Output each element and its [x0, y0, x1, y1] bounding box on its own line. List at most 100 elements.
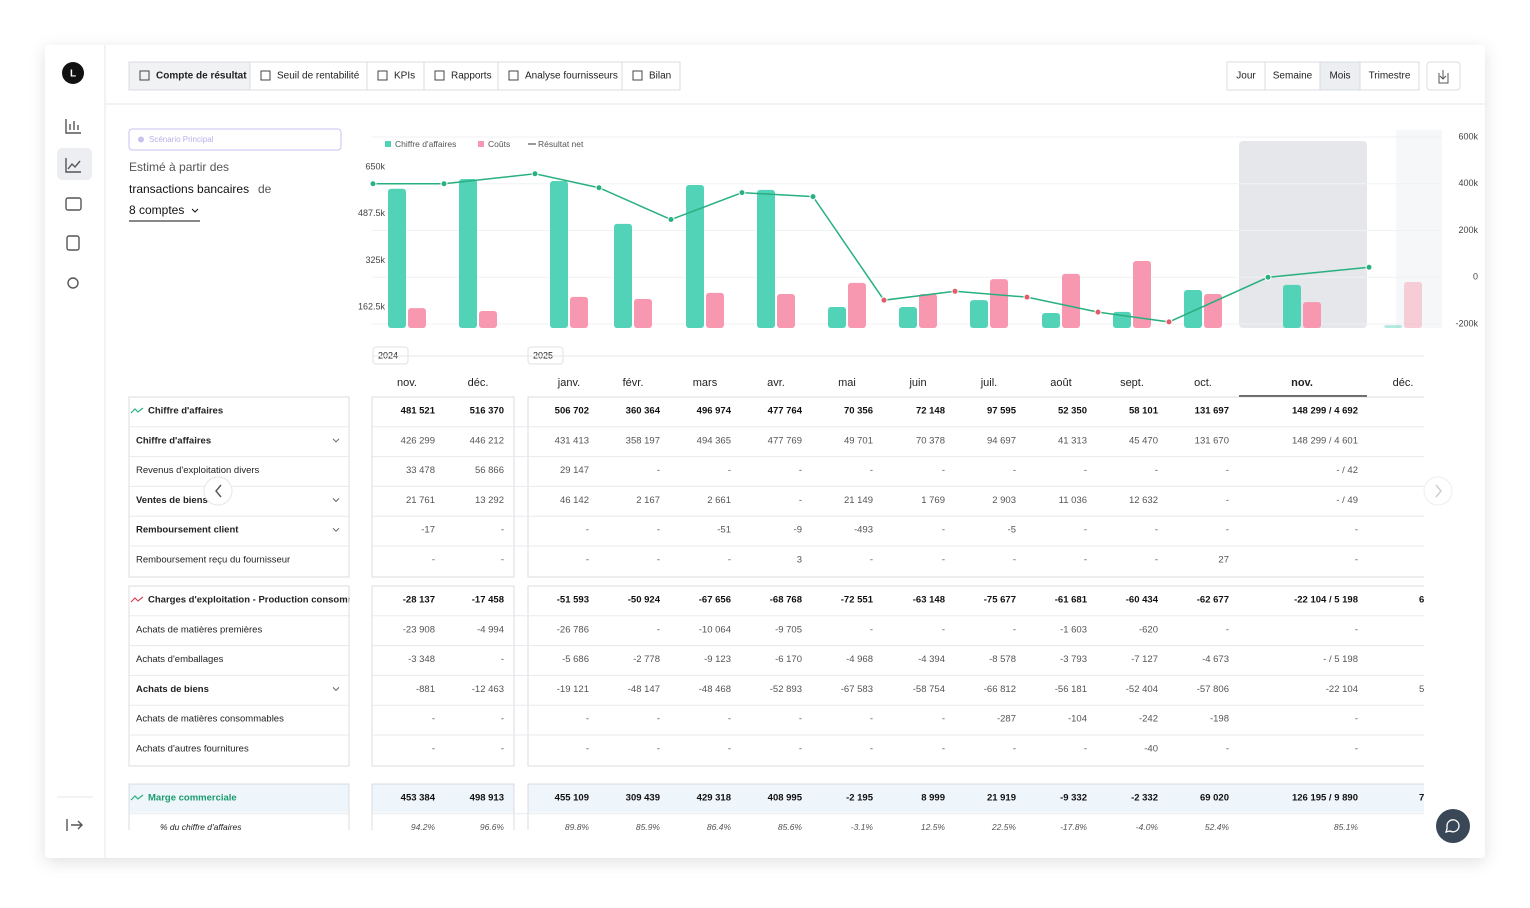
cell: 21 919 — [987, 793, 1016, 804]
y2-tick-label: 400k — [1458, 178, 1478, 188]
expand-chevron[interactable] — [332, 498, 340, 503]
group-box — [371, 585, 515, 767]
cell: - — [1226, 624, 1229, 635]
cell: 516 370 — [470, 406, 504, 417]
bar — [1204, 294, 1222, 328]
column-header: nov. — [1291, 377, 1313, 389]
row-label: Achats d'autres fournitures — [136, 744, 249, 755]
cell: 52.4% — [1205, 822, 1230, 832]
group-box — [527, 585, 1424, 767]
icon-doc[interactable] — [66, 235, 80, 251]
bar — [570, 296, 588, 328]
icon-cal[interactable] — [65, 197, 82, 211]
cell: - — [586, 525, 589, 536]
cell: 45 470 — [1129, 435, 1158, 446]
row-label: Chiffre d'affaires — [148, 406, 223, 417]
cell: - — [586, 555, 589, 566]
cell: 12 632 — [1129, 495, 1158, 506]
cell: 70 378 — [916, 435, 945, 446]
estimate-bold: transactions bancaires — [129, 182, 249, 196]
cell: - — [501, 525, 504, 536]
y-tick-label: 487.5k — [358, 208, 386, 218]
bar — [1384, 325, 1402, 328]
cell: 2 661 — [707, 495, 731, 506]
icon-collapse[interactable] — [66, 819, 83, 831]
cell: -2 332 — [1131, 793, 1158, 804]
logo[interactable] — [62, 62, 84, 84]
icon-line[interactable] — [65, 158, 81, 173]
tab[interactable] — [621, 61, 681, 91]
column-header: mai — [838, 377, 856, 389]
cell: 12.5% — [921, 822, 946, 832]
cell: 11 036 — [1059, 495, 1087, 506]
scroll-left[interactable] — [203, 476, 233, 506]
row-label[interactable]: Remboursement client — [136, 525, 239, 536]
cell: 69 020 — [1200, 793, 1229, 804]
period-button[interactable] — [1319, 61, 1361, 91]
cell: -67 583 — [841, 684, 873, 695]
period-button[interactable] — [1359, 61, 1420, 91]
cell: -75 677 — [984, 595, 1016, 606]
cell: - — [870, 555, 873, 566]
icon-settings[interactable] — [67, 277, 79, 289]
column-header: mars — [693, 377, 718, 389]
line-point — [1365, 263, 1373, 271]
cell: -61 681 — [1055, 595, 1088, 606]
cell: -67 656 — [699, 595, 731, 606]
scroll-right[interactable] — [1423, 476, 1453, 506]
cell: - — [942, 525, 945, 536]
cell: 49 701 — [844, 435, 873, 446]
cell: 309 439 — [626, 793, 660, 804]
accounts-link[interactable]: 8 comptes — [129, 203, 184, 217]
row-label: Achats de matières premières — [136, 624, 262, 635]
highlight-row — [528, 784, 1424, 813]
line-point — [531, 170, 539, 178]
cell: - — [870, 744, 873, 755]
line-point — [440, 180, 448, 188]
y-tick-label: 162.5k — [358, 302, 386, 312]
chat-button[interactable] — [1436, 809, 1470, 843]
expand-chevron[interactable] — [332, 438, 340, 443]
cell: - — [657, 525, 660, 536]
legend-swatch — [478, 141, 484, 147]
row-label[interactable]: Achats de biens — [136, 684, 209, 695]
icon-bars[interactable] — [65, 119, 81, 134]
cell: - — [1355, 624, 1358, 635]
period-button[interactable] — [1226, 61, 1266, 91]
column-header: juil. — [980, 377, 998, 389]
row-label[interactable]: Ventes de biens — [136, 495, 208, 506]
tab[interactable] — [366, 61, 425, 91]
cell: 131 670 — [1195, 435, 1229, 446]
period-button[interactable] — [1264, 61, 1321, 91]
cell: 21 761 — [406, 495, 435, 506]
expand-chevron[interactable] — [332, 527, 340, 532]
cell: -51 593 — [557, 595, 589, 606]
cell: - — [1226, 465, 1229, 476]
line-point — [1023, 293, 1031, 301]
row-label[interactable]: Chiffre d'affaires — [136, 435, 211, 446]
tab-icon — [632, 70, 643, 81]
cell: - — [1226, 744, 1229, 755]
cell: - — [942, 465, 945, 476]
tab[interactable] — [423, 61, 499, 91]
tab-label: Analyse fournisseurs — [525, 71, 618, 82]
expand-chevron[interactable] — [332, 687, 340, 692]
cell: 89.8% — [565, 822, 590, 832]
cell: - — [501, 744, 504, 755]
cell: - — [942, 624, 945, 635]
y2-tick-label: 200k — [1458, 225, 1478, 235]
cell: 27 — [1218, 555, 1229, 566]
cell: - — [1226, 495, 1229, 506]
bar — [706, 292, 724, 328]
cell: 86.4% — [707, 822, 732, 832]
cell: -17.8% — [1060, 822, 1087, 832]
scenario-select[interactable] — [128, 128, 342, 151]
cell: -28 137 — [403, 595, 435, 606]
bar — [408, 308, 426, 328]
cell: -22 104 / 5 198 — [1294, 595, 1358, 606]
table: nov. déc. janv. févr. mars avr. mai juin juil. ao… — [128, 377, 1424, 832]
column-header: déc. — [1393, 377, 1414, 389]
bar — [479, 311, 497, 328]
cell: -72 551 — [841, 595, 874, 606]
cell: 70 356 — [844, 406, 873, 417]
